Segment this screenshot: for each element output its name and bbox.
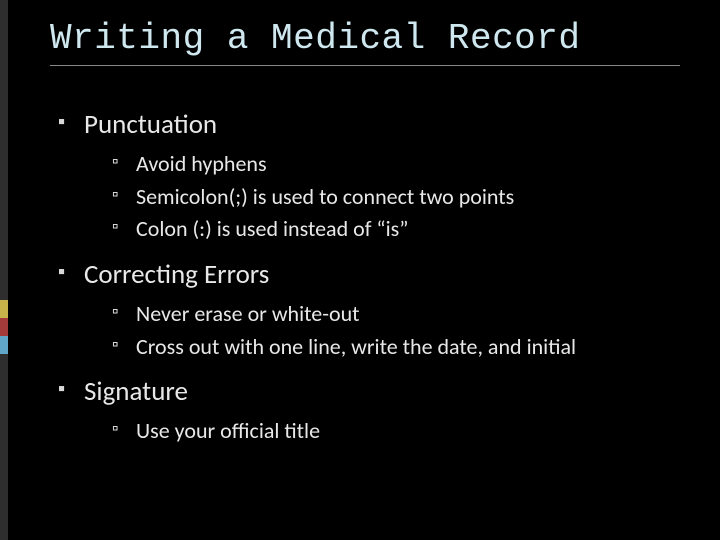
l1-label: Correcting Errors bbox=[84, 258, 269, 291]
l1-item: Punctuation Avoid hyphens Semicolon(;) i… bbox=[58, 108, 680, 244]
bullet-list-level2: Use your official title bbox=[84, 416, 680, 446]
l2-item: Avoid hyphens bbox=[112, 149, 680, 179]
side-accent-stripe bbox=[0, 0, 8, 540]
l2-item: Never erase or white-out bbox=[112, 299, 680, 329]
l1-item: Correcting Errors Never erase or white-o… bbox=[58, 258, 680, 361]
l2-item: Cross out with one line, write the date,… bbox=[112, 332, 680, 362]
l2-item: Colon (:) is used instead of “is” bbox=[112, 214, 680, 244]
l1-label: Punctuation bbox=[84, 108, 217, 141]
bullet-list-level1: Punctuation Avoid hyphens Semicolon(;) i… bbox=[50, 108, 680, 446]
slide-content: Writing a Medical Record Punctuation Avo… bbox=[0, 0, 720, 480]
l2-item: Use your official title bbox=[112, 416, 680, 446]
l2-item: Semicolon(;) is used to connect two poin… bbox=[112, 182, 680, 212]
slide-title: Writing a Medical Record bbox=[50, 18, 680, 66]
l1-item: Signature Use your official title bbox=[58, 375, 680, 446]
bullet-list-level2: Never erase or white-out Cross out with … bbox=[84, 299, 680, 361]
l1-label: Signature bbox=[84, 375, 188, 408]
bullet-list-level2: Avoid hyphens Semicolon(;) is used to co… bbox=[84, 149, 680, 244]
